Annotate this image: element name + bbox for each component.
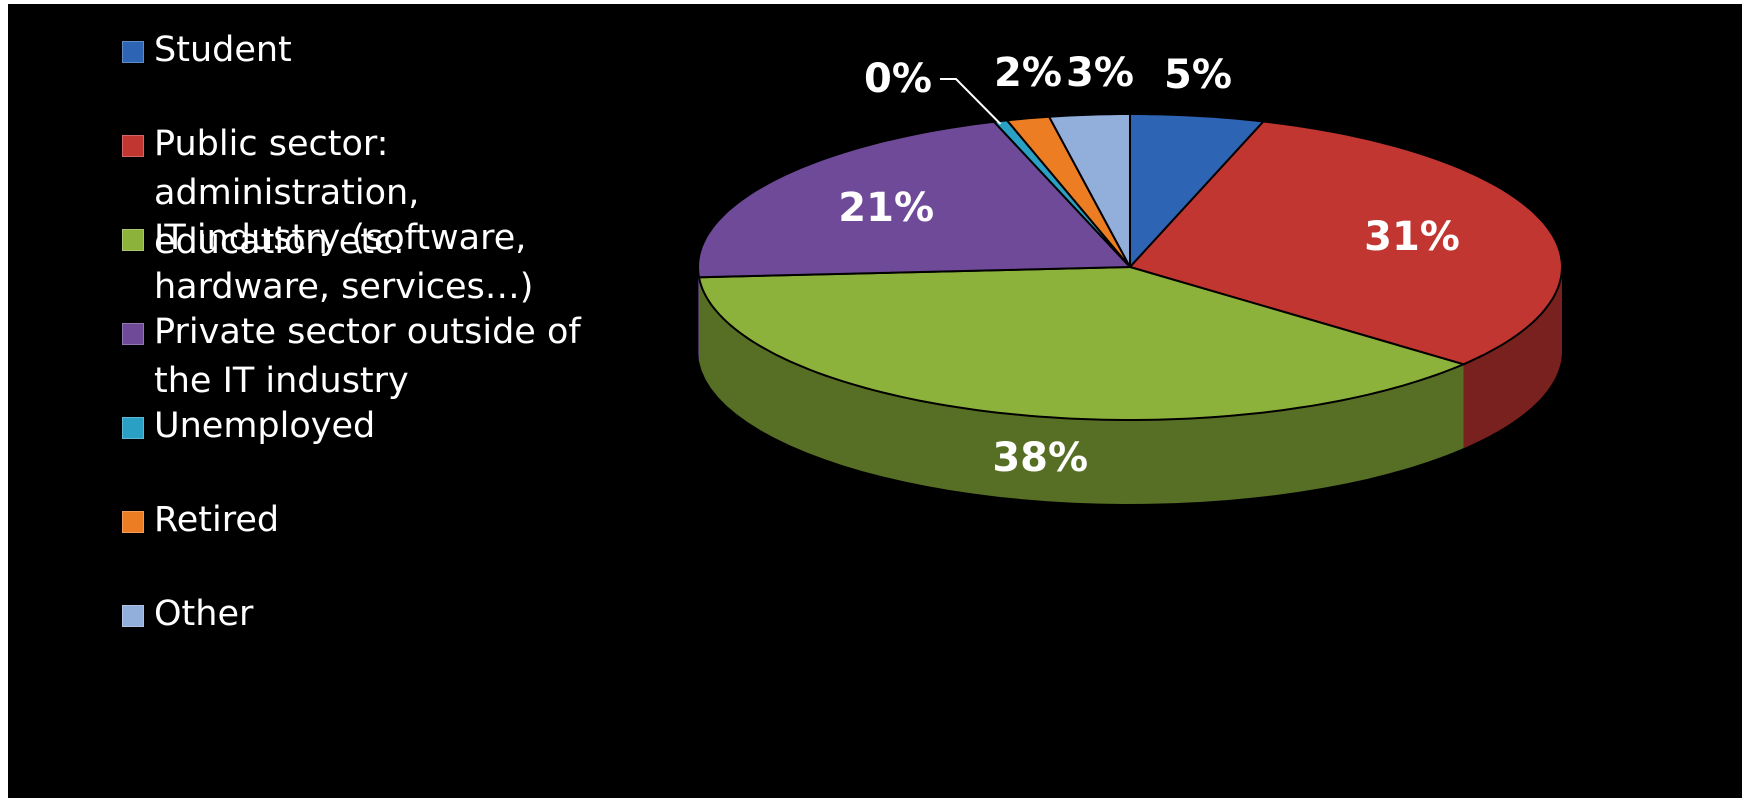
legend-item-it-industry: IT industry (software, hardware, service… xyxy=(122,214,654,312)
legend-label-public-sector: Public sector: administration, education… xyxy=(154,124,420,262)
legend-swatch-private-sector xyxy=(122,323,144,345)
legend-swatch-public-sector xyxy=(122,135,144,157)
pie-chart: 5% 31% 38% 21% 0% 2% 3% xyxy=(696,50,1564,504)
legend-swatch-it-industry xyxy=(122,229,144,251)
legend-label-it-industry: IT industry (software, hardware, service… xyxy=(154,218,534,307)
legend-swatch-retired xyxy=(122,511,144,533)
pie-side-public-sector xyxy=(1463,267,1562,449)
value-label-retired: 2% xyxy=(994,50,1062,96)
pie-slice-other xyxy=(1047,113,1131,268)
legend-label-retired: Retired xyxy=(154,500,280,540)
chart-frame: Student Public sector: administration, e… xyxy=(8,4,1742,798)
legend-swatch-student xyxy=(122,41,144,63)
pie-slice-private-sector xyxy=(696,120,1133,279)
legend-item-student: Student xyxy=(122,26,694,75)
legend-item-public-sector: Public sector: administration, education… xyxy=(122,120,594,267)
legend-swatch-unemployed xyxy=(122,417,144,439)
pie-slice-public-sector xyxy=(1128,120,1564,366)
legend-item-other: Other xyxy=(122,590,694,639)
pie-tops xyxy=(696,113,1564,421)
value-label-it-industry: 38% xyxy=(992,435,1088,481)
value-label-private-sector: 21% xyxy=(838,185,934,231)
legend-label-private-sector: Private sector outside of the IT industr… xyxy=(154,312,581,401)
legend-item-retired: Retired xyxy=(122,496,694,545)
value-label-other: 3% xyxy=(1066,50,1134,96)
value-label-unemployed: 0% xyxy=(864,56,932,102)
value-label-public-sector: 31% xyxy=(1364,214,1460,260)
legend-label-student: Student xyxy=(154,30,292,70)
pie-sides xyxy=(698,267,1562,504)
legend-label-unemployed: Unemployed xyxy=(154,406,376,446)
pie-side-private-sector xyxy=(698,267,699,362)
legend-item-unemployed: Unemployed xyxy=(122,402,694,451)
legend-label-other: Other xyxy=(154,594,254,634)
pie-slice-it-industry xyxy=(697,265,1467,421)
legend-item-private-sector: Private sector outside of the IT industr… xyxy=(122,308,614,406)
pie-slice-retired xyxy=(1005,115,1131,268)
pie-side-it-industry xyxy=(699,277,1464,504)
leader-line-unemployed xyxy=(940,78,1002,125)
pie-slice-student xyxy=(1129,113,1266,270)
value-label-student: 5% xyxy=(1164,52,1232,98)
pie-labels: 5% 31% 38% 21% 0% 2% 3% xyxy=(838,50,1460,481)
legend-swatch-other xyxy=(122,605,144,627)
